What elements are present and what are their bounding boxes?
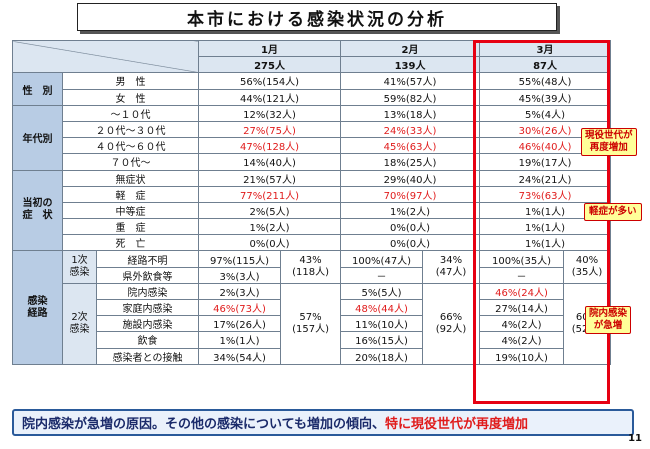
row-label: 死 亡 xyxy=(61,234,200,252)
data-cell: 3%(3人) xyxy=(198,266,282,284)
month-header-3: 3月 xyxy=(479,39,612,58)
summary-text: 院内感染が急増の原因。その他の感染についても増加の傾向、 xyxy=(22,417,385,432)
data-cell: － xyxy=(479,266,565,284)
data-cell: 4%(2人) xyxy=(479,315,565,333)
month-header-1: 1月 xyxy=(198,39,342,58)
category-sex: 性 別 xyxy=(12,72,63,106)
data-cell: 47%(128人) xyxy=(198,137,342,155)
data-cell: 44%(121人) xyxy=(198,88,342,106)
route-subtotal: 43% (118人) xyxy=(280,250,342,284)
row-label: 家庭内感染 xyxy=(95,298,200,317)
row-label: 軽 症 xyxy=(61,185,200,203)
data-cell: 18%(25人) xyxy=(340,153,481,171)
month-total-2: 139人 xyxy=(340,56,481,74)
data-cell: 70%(97人) xyxy=(340,185,481,203)
data-cell: 1%(1人) xyxy=(198,331,282,349)
data-cell: 46%(24人) xyxy=(479,282,565,301)
callout-route: 院内感染 が急増 xyxy=(585,306,632,334)
data-cell: 4%(2人) xyxy=(479,331,565,349)
data-cell: 0%(0人) xyxy=(340,234,481,252)
month-total-3: 87人 xyxy=(479,56,612,74)
infection-analysis-table: 1月 2月 3月 275人 139人 87人 性 別男 性 56%(154人) 41… xyxy=(11,39,612,365)
data-cell: 45%(63人) xyxy=(340,137,481,155)
row-label: ～１０代 xyxy=(61,104,200,122)
data-cell: 59%(82人) xyxy=(340,88,481,106)
data-cell: 16%(15人) xyxy=(340,331,424,349)
data-cell: 5%(5人) xyxy=(340,282,424,301)
page-title: 本市における感染状況の分析 xyxy=(77,3,557,31)
data-cell: 1%(2人) xyxy=(198,218,342,236)
data-cell: 0%(0人) xyxy=(198,234,342,252)
data-cell: 100%(35人) xyxy=(479,250,565,268)
data-cell: 29%(40人) xyxy=(340,169,481,187)
summary-bar: 院内感染が急増の原因。その他の感染についても増加の傾向、 特に現役世代が再度増加 xyxy=(12,409,634,436)
route-primary-label: 1次 感染 xyxy=(62,250,97,284)
data-cell: 55%(48人) xyxy=(479,72,612,90)
row-label: 重 症 xyxy=(61,218,200,236)
data-cell: 27%(14人) xyxy=(479,298,565,317)
row-label: ４０代～６０代 xyxy=(61,137,200,155)
data-cell: 5%(4人) xyxy=(479,104,612,122)
row-label: 経路不明 xyxy=(95,250,200,268)
data-cell: 97%(115人) xyxy=(198,250,282,268)
data-cell: 1%(2人) xyxy=(340,201,481,220)
data-cell: 41%(57人) xyxy=(340,72,481,90)
data-cell: 45%(39人) xyxy=(479,88,612,106)
data-cell: 73%(63人) xyxy=(479,185,612,203)
data-cell: 27%(75人) xyxy=(198,120,342,139)
row-label: 無症状 xyxy=(61,169,200,187)
category-route: 感染 経路 xyxy=(12,250,63,365)
data-cell: 1%(1人) xyxy=(479,234,612,252)
data-cell: 24%(33人) xyxy=(340,120,481,139)
row-label: 施設内感染 xyxy=(95,315,200,333)
data-cell: 48%(44人) xyxy=(340,298,424,317)
data-cell: 46%(73人) xyxy=(198,298,282,317)
data-cell: 100%(47人) xyxy=(340,250,424,268)
row-label: ７０代～ xyxy=(61,153,200,171)
data-cell: － xyxy=(340,266,424,284)
row-label: 院内感染 xyxy=(95,282,200,301)
data-cell: 34%(54人) xyxy=(198,347,282,365)
month-header-2: 2月 xyxy=(340,39,481,58)
data-cell: 12%(32人) xyxy=(198,104,342,122)
category-symptom: 当初の 症 状 xyxy=(12,169,63,252)
data-cell: 20%(18人) xyxy=(340,347,424,365)
header-diagonal-cell xyxy=(11,39,200,74)
data-cell: 56%(154人) xyxy=(198,72,342,90)
route-subtotal: 57% (157人) xyxy=(280,282,342,365)
page-number: 11 xyxy=(628,433,642,444)
data-cell: 2%(5人) xyxy=(198,201,342,220)
data-cell: 77%(211人) xyxy=(198,185,342,203)
data-cell: 13%(18人) xyxy=(340,104,481,122)
summary-highlight: 特に現役世代が再度増加 xyxy=(384,417,528,432)
route-subtotal: 66% (92人) xyxy=(422,282,481,365)
data-cell: 0%(0人) xyxy=(340,218,481,236)
data-cell: 14%(40人) xyxy=(198,153,342,171)
route-subtotal: 34% (47人) xyxy=(422,250,481,284)
data-cell: 21%(57人) xyxy=(198,169,342,187)
row-label: 県外飲食等 xyxy=(95,266,200,284)
row-label: 男 性 xyxy=(61,72,200,90)
callout-symptom: 軽症が多い xyxy=(584,203,642,221)
data-cell: 2%(3人) xyxy=(198,282,282,301)
row-label: 女 性 xyxy=(61,88,200,106)
data-cell: 24%(21人) xyxy=(479,169,612,187)
callout-age: 現役世代が 再度増加 xyxy=(581,128,637,156)
data-cell: 11%(10人) xyxy=(340,315,424,333)
callout-age-text: 現役世代が 再度増加 xyxy=(585,130,633,153)
callout-symptom-text: 軽症が多い xyxy=(589,206,637,217)
category-age: 年代別 xyxy=(12,104,63,171)
row-label: ２０代～３０代 xyxy=(61,120,200,139)
callout-route-text: 院内感染 が急増 xyxy=(589,308,628,331)
data-cell: 19%(10人) xyxy=(479,347,565,365)
route-subtotal: 40% (35人) xyxy=(563,250,612,284)
row-label: 感染者との接触 xyxy=(95,347,200,365)
route-secondary-label: 2次 感染 xyxy=(62,282,97,365)
data-cell: 17%(26人) xyxy=(198,315,282,333)
row-label: 飲食 xyxy=(95,331,200,349)
month-total-1: 275人 xyxy=(198,56,342,74)
data-cell: 19%(17人) xyxy=(479,153,612,171)
row-label: 中等症 xyxy=(61,201,200,220)
